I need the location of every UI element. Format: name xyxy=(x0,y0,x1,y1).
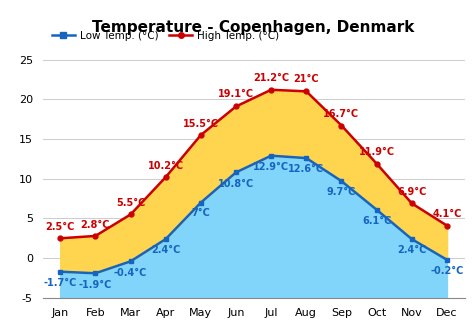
Text: 15.5°C: 15.5°C xyxy=(183,119,219,129)
Text: 5.5°C: 5.5°C xyxy=(116,198,145,208)
Text: 2.4°C: 2.4°C xyxy=(151,245,181,255)
Text: 19.1°C: 19.1°C xyxy=(218,89,254,99)
Text: 7°C: 7°C xyxy=(191,208,210,218)
Text: 16.7°C: 16.7°C xyxy=(323,109,360,119)
Text: -1.9°C: -1.9°C xyxy=(79,280,112,290)
Text: 21°C: 21°C xyxy=(293,74,319,84)
Text: 6.9°C: 6.9°C xyxy=(397,187,427,197)
Title: Temperature - Copenhagen, Denmark: Temperature - Copenhagen, Denmark xyxy=(92,20,415,35)
Text: 11.9°C: 11.9°C xyxy=(358,147,395,157)
Text: 4.1°C: 4.1°C xyxy=(432,209,462,219)
Text: -0.2°C: -0.2°C xyxy=(430,266,464,276)
Text: 9.7°C: 9.7°C xyxy=(327,187,356,198)
Text: 6.1°C: 6.1°C xyxy=(362,216,392,226)
Text: 2.8°C: 2.8°C xyxy=(81,219,110,230)
Text: 12.9°C: 12.9°C xyxy=(253,162,289,172)
Text: 10.2°C: 10.2°C xyxy=(147,161,184,171)
Text: 2.5°C: 2.5°C xyxy=(46,222,75,232)
Text: -0.4°C: -0.4°C xyxy=(114,268,147,278)
Text: 10.8°C: 10.8°C xyxy=(218,179,254,189)
Text: 21.2°C: 21.2°C xyxy=(253,72,289,83)
Text: -1.7°C: -1.7°C xyxy=(44,278,77,288)
Text: 2.4°C: 2.4°C xyxy=(397,246,427,256)
Text: 12.6°C: 12.6°C xyxy=(288,165,324,174)
Legend: Low Temp. (°C), High Temp. (°C): Low Temp. (°C), High Temp. (°C) xyxy=(48,27,283,45)
